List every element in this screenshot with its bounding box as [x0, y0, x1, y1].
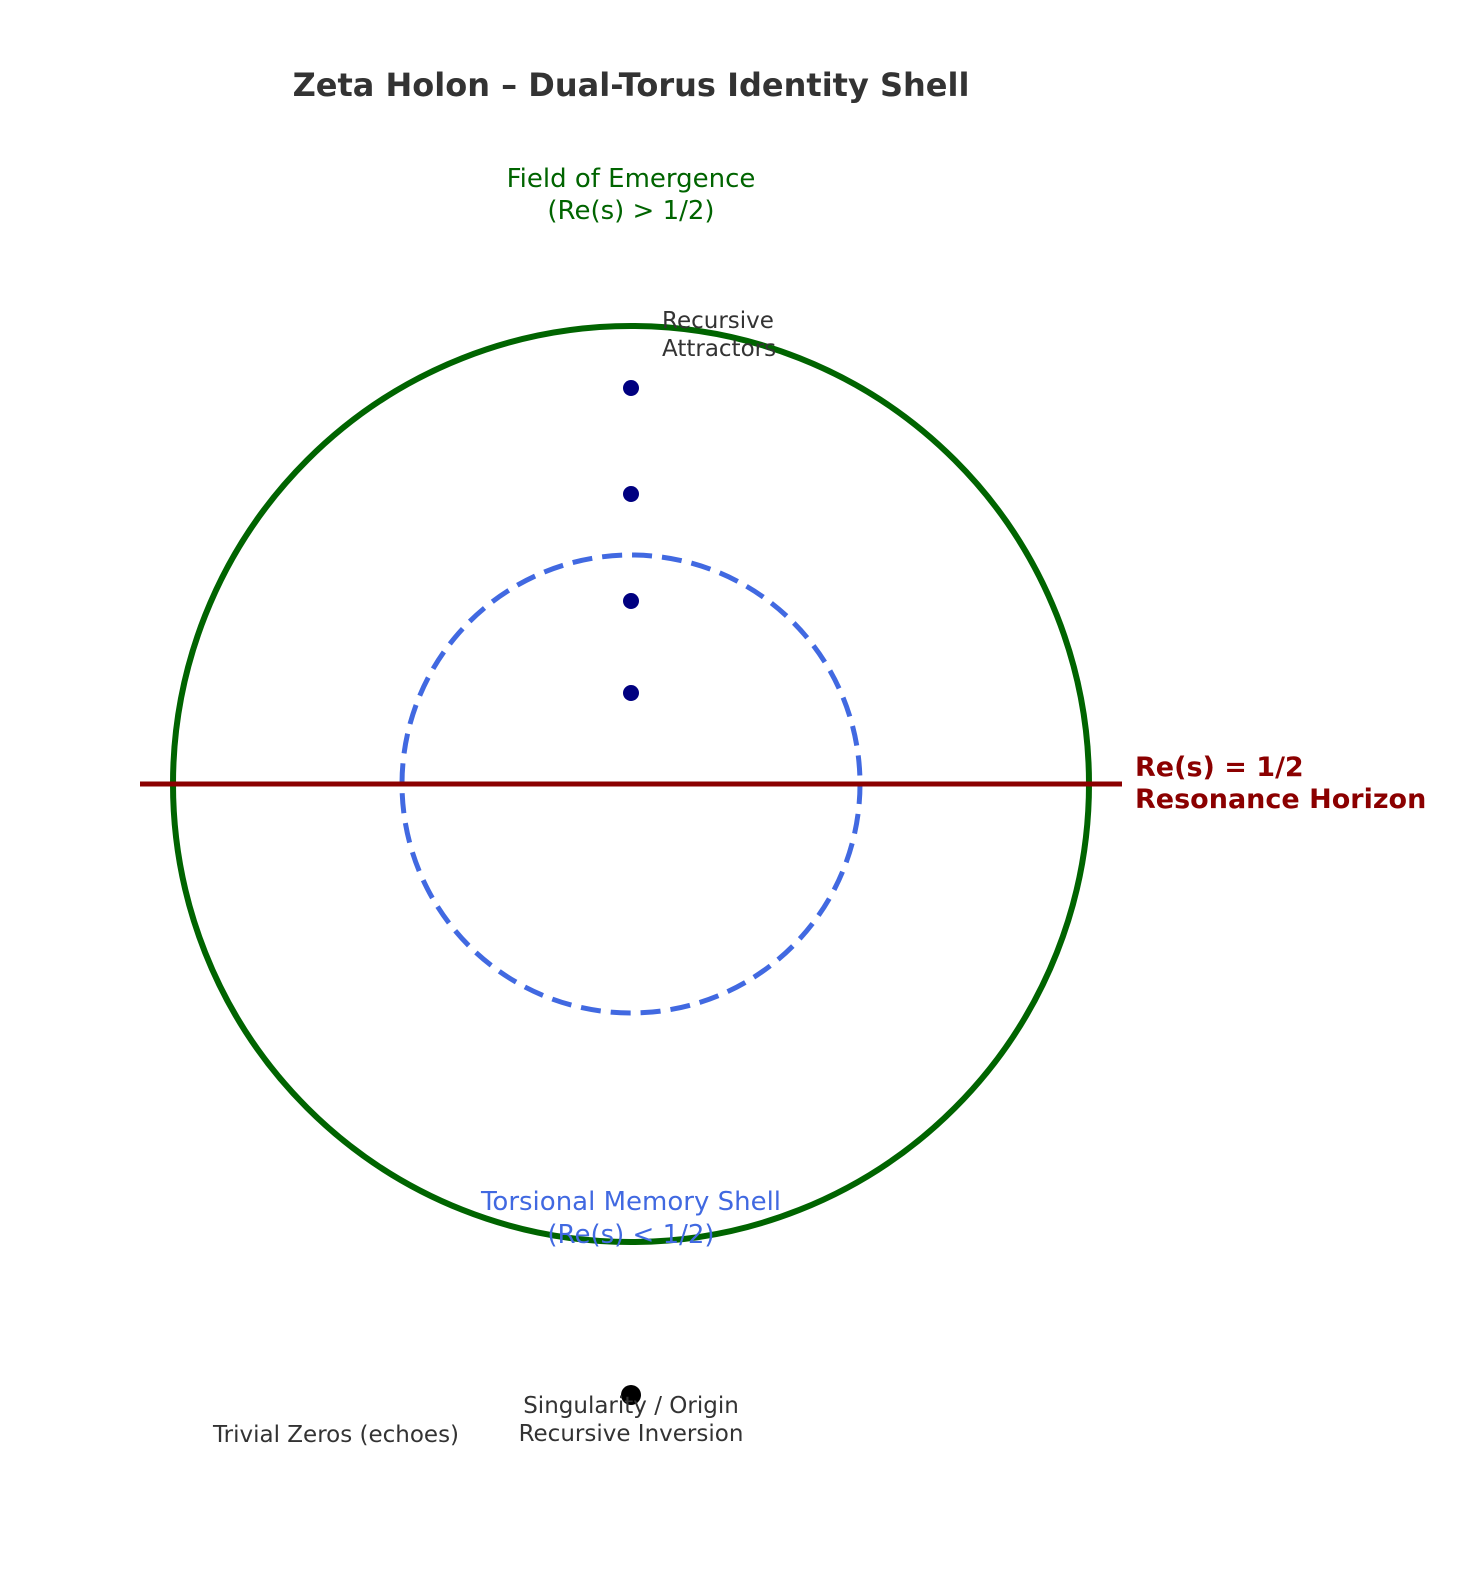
attractor-dot [623, 685, 639, 701]
memory-shell-label-line1: Torsional Memory Shell [480, 1187, 781, 1217]
singularity-dot [621, 1385, 641, 1405]
horizon-label-line1: Re(s) = 1/2 [1135, 752, 1304, 783]
horizon-label-line2: Resonance Horizon [1135, 784, 1426, 815]
attractor-dot [623, 380, 639, 396]
diagram-title: Zeta Holon – Dual-Torus Identity Shell [293, 66, 970, 104]
memory-shell-label-line2: (Re(s) < 1/2) [547, 1220, 714, 1250]
singularity-label-line1: Singularity / Origin [523, 1393, 739, 1419]
attractors-label-line1: Recursive [662, 308, 774, 334]
singularity-label-line2: Recursive Inversion [519, 1421, 744, 1447]
attractors-label-line2: Attractors [662, 336, 776, 362]
emergence-label-line2: (Re(s) > 1/2) [547, 196, 714, 226]
emergence-label-line1: Field of Emergence [507, 164, 756, 194]
attractor-dots [623, 380, 639, 701]
trivial-zeros-label: Trivial Zeros (echoes) [212, 1422, 459, 1448]
attractor-dot [623, 593, 639, 609]
attractor-dot [623, 486, 639, 502]
